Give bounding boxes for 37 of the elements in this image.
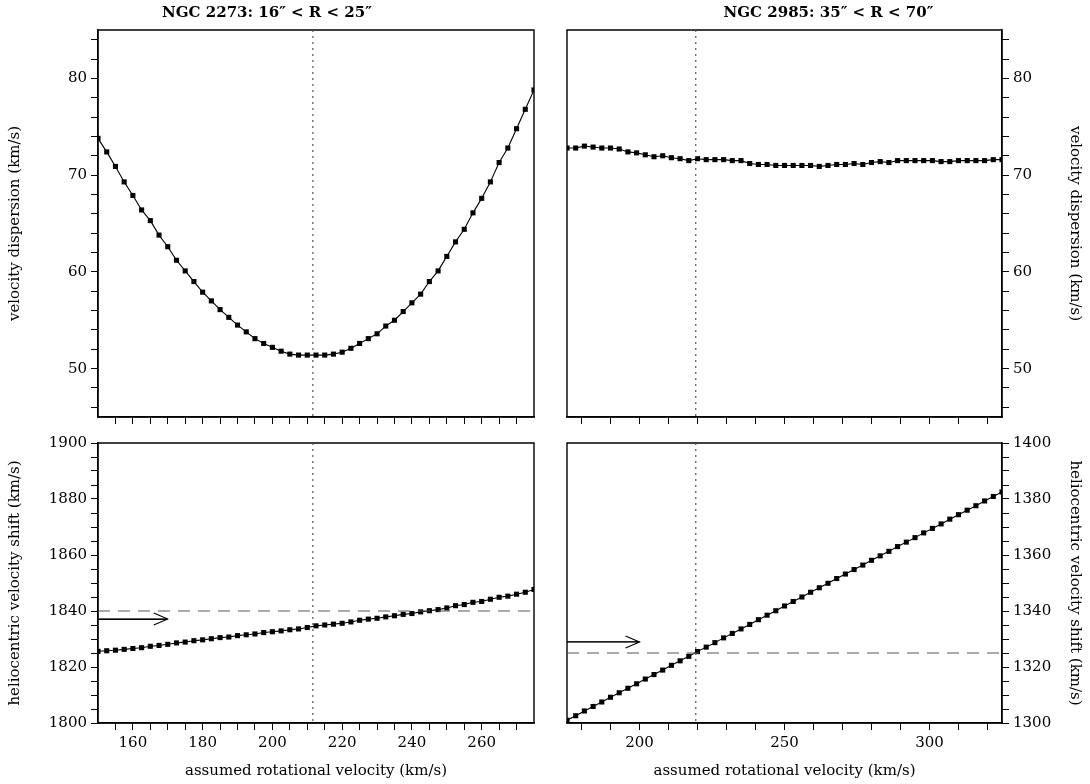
y2-axis-title: velocity dispersion (km/s) bbox=[1067, 124, 1086, 322]
y2-tick-label: 70 bbox=[1013, 165, 1033, 184]
y2-tick-label: 50 bbox=[1013, 358, 1033, 377]
x-tick-label: 200 bbox=[258, 732, 287, 751]
y-tick-label: 70 bbox=[67, 165, 87, 184]
y-tick-label: 1800 bbox=[48, 712, 87, 731]
y2-tick-label: 80 bbox=[1013, 68, 1033, 87]
x-tick-label: 180 bbox=[188, 732, 217, 751]
chart-title: NGC 2985: 35″ < R < 70″ bbox=[723, 2, 934, 21]
x-tick-label: 160 bbox=[118, 732, 148, 751]
y-axis-title: velocity dispersion (km/s) bbox=[4, 125, 23, 323]
y2-tick-label: 1320 bbox=[1013, 656, 1052, 675]
y-tick-label: 1900 bbox=[48, 432, 87, 451]
x-axis-title: assumed rotational velocity (km/s) bbox=[653, 760, 916, 779]
y-tick-label: 1820 bbox=[48, 656, 87, 675]
x-tick-label: 250 bbox=[770, 732, 799, 751]
y2-tick-label: 1360 bbox=[1013, 544, 1052, 563]
x-tick-label: 240 bbox=[397, 732, 427, 751]
y-tick-label: 1880 bbox=[48, 488, 87, 507]
y2-tick-label: 1340 bbox=[1013, 600, 1052, 619]
y-tick-label: 1840 bbox=[48, 600, 87, 619]
y-tick-label: 50 bbox=[67, 358, 87, 377]
y-tick-label: 60 bbox=[67, 261, 87, 280]
y2-axis-title: heliocentric velocity shift (km/s) bbox=[1067, 460, 1086, 706]
y2-tick-label: 60 bbox=[1013, 261, 1033, 280]
x-tick-label: 200 bbox=[625, 732, 654, 751]
x-tick-label: 260 bbox=[467, 732, 496, 751]
y2-tick-label: 1300 bbox=[1013, 712, 1052, 731]
y2-tick-label: 1400 bbox=[1013, 432, 1052, 451]
x-axis-title: assumed rotational velocity (km/s) bbox=[184, 760, 448, 779]
y2-tick-label: 1380 bbox=[1013, 488, 1052, 507]
chart-title: NGC 2273: 16″ < R < 25″ bbox=[162, 2, 373, 21]
y-tick-label: 80 bbox=[67, 68, 87, 87]
x-tick-label: 220 bbox=[327, 732, 357, 751]
y-axis-title: heliocentric velocity shift (km/s) bbox=[4, 460, 23, 706]
x-tick-label: 300 bbox=[915, 732, 944, 751]
y-tick-label: 1860 bbox=[48, 544, 87, 563]
